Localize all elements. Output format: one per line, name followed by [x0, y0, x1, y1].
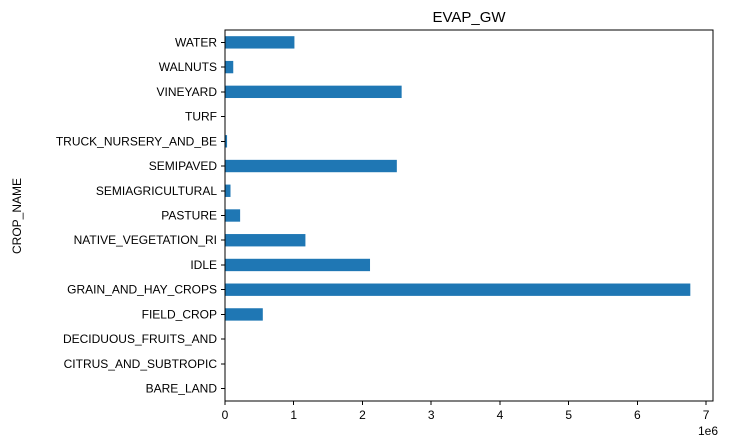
- y-tick-label: PASTURE: [161, 209, 217, 223]
- labels-layer: BARE_LAND CITRUS_AND_SUBTROPIC DECIDUOUS_F…: [56, 35, 710, 422]
- y-tick-label: SEMIAGRICULTURAL: [96, 184, 217, 198]
- x-tick-label: 7: [703, 408, 710, 422]
- y-tick-label: WALNUTS: [159, 60, 217, 74]
- bar-native-vegetation-ri: [225, 234, 306, 247]
- bar-field-crop: [225, 308, 263, 321]
- bar-pasture: [225, 209, 241, 222]
- x-tick-label: 4: [497, 408, 504, 422]
- y-tick-label: SEMIPAVED: [149, 159, 218, 173]
- bar-truck-nursery-and-be: [225, 135, 228, 148]
- x-tick-label: 0: [222, 408, 229, 422]
- x-tick-label: 3: [428, 408, 435, 422]
- y-tick-label: TRUCK_NURSERY_AND_BE: [56, 134, 217, 148]
- y-tick-label: NATIVE_VEGETATION_RI: [74, 233, 217, 247]
- y-tick-label: BARE_LAND: [146, 382, 218, 396]
- bar-grain-and-hay-crops: [225, 283, 691, 296]
- axes-layer: [221, 29, 714, 405]
- x-tick-label: 5: [565, 408, 572, 422]
- chart-title: EVAP_GW: [432, 9, 506, 26]
- y-tick-label: WATER: [175, 35, 217, 49]
- bars-layer: [225, 36, 691, 321]
- y-tick-label: DECIDUOUS_FRUITS_AND: [63, 332, 217, 346]
- y-tick-label: TURF: [185, 110, 217, 124]
- y-tick-label: GRAIN_AND_HAY_CROPS: [67, 283, 217, 297]
- bar-vineyard: [225, 85, 402, 99]
- x-tick-label: 1: [290, 408, 297, 422]
- bar-semiagricultural: [225, 184, 231, 197]
- y-axis-label: CROP_NAME: [10, 178, 24, 254]
- y-tick-label: FIELD_CROP: [142, 307, 217, 321]
- x-tick-label: 2: [359, 408, 366, 422]
- x-tick-label: 6: [634, 408, 641, 422]
- bar-semipaved: [225, 159, 397, 173]
- x-offset-label: 1e6: [698, 424, 718, 438]
- bar-water: [225, 36, 295, 49]
- y-tick-label: IDLE: [190, 258, 217, 272]
- bar-idle: [225, 258, 371, 272]
- y-tick-label: VINEYARD: [157, 85, 218, 99]
- bar-walnuts: [225, 60, 234, 74]
- plot-frame: [224, 29, 714, 402]
- y-tick-label: CITRUS_AND_SUBTROPIC: [64, 357, 218, 371]
